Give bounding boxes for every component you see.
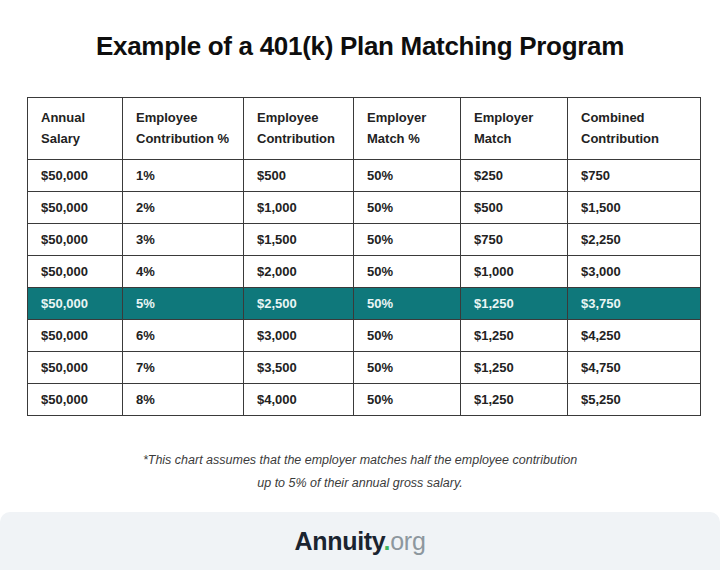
table-cell: $1,000 xyxy=(461,256,568,288)
table-cell: 50% xyxy=(354,160,461,192)
table-row: $50,0003%$1,50050%$750$2,250 xyxy=(28,224,701,256)
table-cell: $50,000 xyxy=(28,160,123,192)
table-cell: 50% xyxy=(354,224,461,256)
table-cell: 2% xyxy=(123,192,244,224)
table-cell: 50% xyxy=(354,192,461,224)
table-cell: $500 xyxy=(244,160,354,192)
table-cell: $1,250 xyxy=(461,352,568,384)
footnote: *This chart assumes that the employer ma… xyxy=(0,449,720,494)
table-cell: 50% xyxy=(354,320,461,352)
table-cell: 50% xyxy=(354,352,461,384)
table-cell: $3,500 xyxy=(244,352,354,384)
page-title: Example of a 401(k) Plan Matching Progra… xyxy=(0,31,720,62)
table-cell: $1,000 xyxy=(244,192,354,224)
table-cell: $1,250 xyxy=(461,288,568,320)
table-cell: 50% xyxy=(354,384,461,416)
table-cell: $4,000 xyxy=(244,384,354,416)
brand-name: Annuity xyxy=(295,527,384,555)
table-cell: $750 xyxy=(568,160,701,192)
table-row: $50,0002%$1,00050%$500$1,500 xyxy=(28,192,701,224)
table-cell: 6% xyxy=(123,320,244,352)
table-cell: 3% xyxy=(123,224,244,256)
brand-tld: org xyxy=(390,527,425,555)
table-cell: $50,000 xyxy=(28,384,123,416)
table-header-row: Annual SalaryEmployee Contribution %Empl… xyxy=(28,98,701,160)
footnote-line2: up to 5% of their annual gross salary. xyxy=(257,476,462,490)
table-cell: $1,500 xyxy=(568,192,701,224)
table-cell: $250 xyxy=(461,160,568,192)
table-cell: $4,750 xyxy=(568,352,701,384)
table-cell: $1,500 xyxy=(244,224,354,256)
matching-table: Annual SalaryEmployee Contribution %Empl… xyxy=(27,97,701,416)
table-cell: $1,250 xyxy=(461,320,568,352)
table-cell: $50,000 xyxy=(28,288,123,320)
footer-bar: Annuity.org xyxy=(0,512,720,570)
table-cell: $3,000 xyxy=(244,320,354,352)
table-cell: $750 xyxy=(461,224,568,256)
table-cell: $2,250 xyxy=(568,224,701,256)
table-row: $50,0001%$50050%$250$750 xyxy=(28,160,701,192)
table-cell: $50,000 xyxy=(28,320,123,352)
table-cell: 5% xyxy=(123,288,244,320)
table-header: Annual SalaryEmployee Contribution %Empl… xyxy=(28,98,701,160)
table-cell: 1% xyxy=(123,160,244,192)
table-row: $50,0007%$3,50050%$1,250$4,750 xyxy=(28,352,701,384)
table-cell: 7% xyxy=(123,352,244,384)
table-row-highlighted: $50,0005%$2,50050%$1,250$3,750 xyxy=(28,288,701,320)
table-row: $50,0006%$3,00050%$1,250$4,250 xyxy=(28,320,701,352)
table-body: $50,0001%$50050%$250$750$50,0002%$1,0005… xyxy=(28,160,701,416)
table-cell: $50,000 xyxy=(28,224,123,256)
column-header: Employer Match xyxy=(461,98,568,160)
table-cell: $2,000 xyxy=(244,256,354,288)
table-cell: 8% xyxy=(123,384,244,416)
table-cell: $1,250 xyxy=(461,384,568,416)
table-row: $50,0008%$4,00050%$1,250$5,250 xyxy=(28,384,701,416)
column-header: Annual Salary xyxy=(28,98,123,160)
table-cell: 50% xyxy=(354,288,461,320)
table-cell: $2,500 xyxy=(244,288,354,320)
table-cell: $5,250 xyxy=(568,384,701,416)
table-cell: $50,000 xyxy=(28,352,123,384)
column-header: Employer Match % xyxy=(354,98,461,160)
table-cell: $50,000 xyxy=(28,192,123,224)
table-cell: $4,250 xyxy=(568,320,701,352)
column-header: Employee Contribution xyxy=(244,98,354,160)
table-cell: 50% xyxy=(354,256,461,288)
table-cell: $3,000 xyxy=(568,256,701,288)
table-cell: $50,000 xyxy=(28,256,123,288)
footnote-line1: *This chart assumes that the employer ma… xyxy=(143,453,577,467)
table-row: $50,0004%$2,00050%$1,000$3,000 xyxy=(28,256,701,288)
table-cell: $3,750 xyxy=(568,288,701,320)
table-cell: 4% xyxy=(123,256,244,288)
column-header: Combined Contribution xyxy=(568,98,701,160)
brand-logo: Annuity.org xyxy=(295,527,426,556)
table-cell: $500 xyxy=(461,192,568,224)
column-header: Employee Contribution % xyxy=(123,98,244,160)
